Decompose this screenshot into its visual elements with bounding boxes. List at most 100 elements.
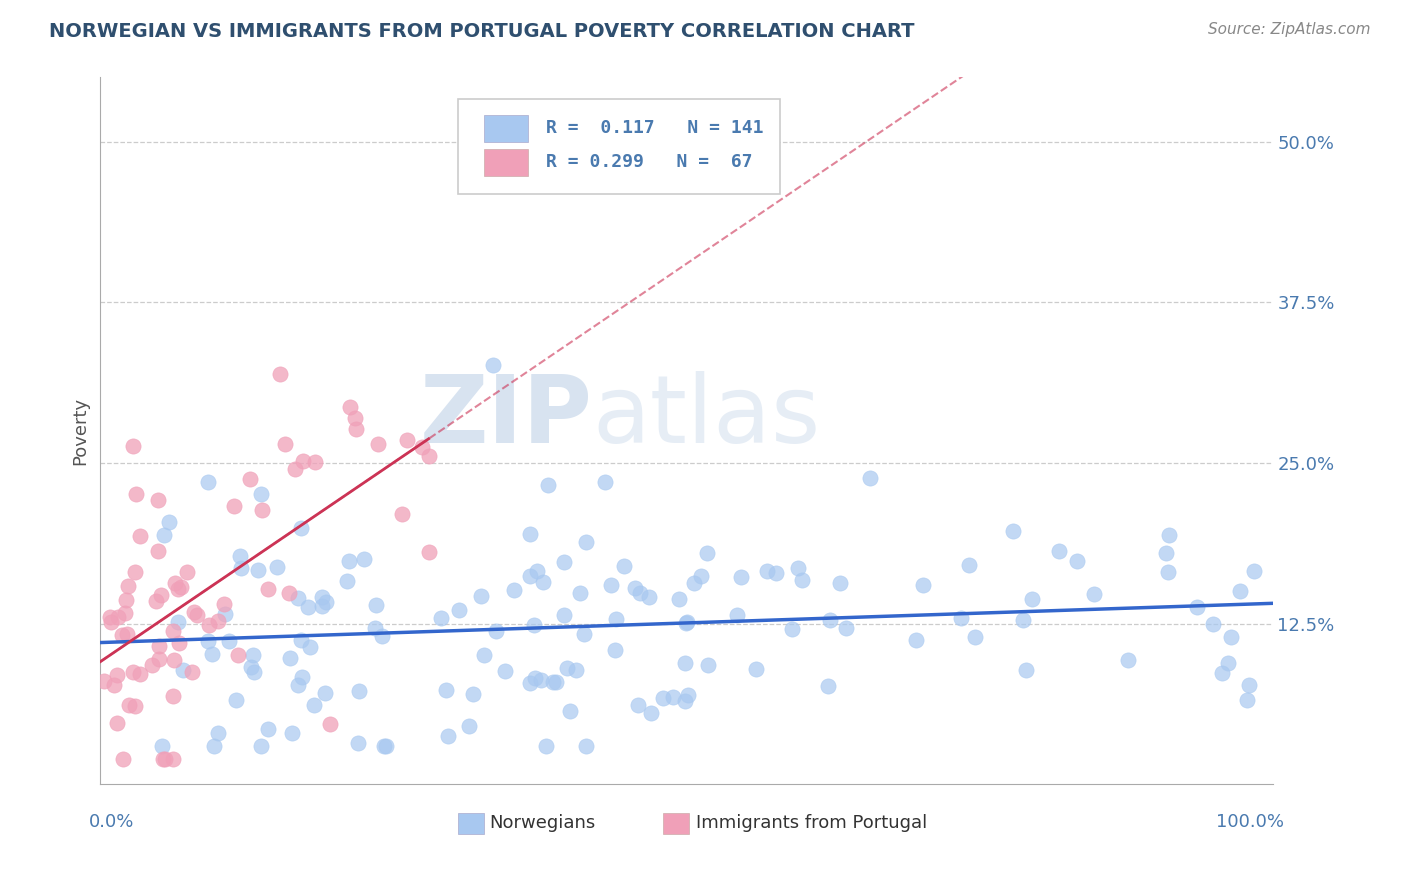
Point bbox=[697, 657, 720, 672]
Point bbox=[461, 687, 484, 701]
Point bbox=[105, 716, 128, 731]
Point bbox=[280, 651, 302, 665]
Point bbox=[605, 643, 627, 657]
Text: Source: ZipAtlas.com: Source: ZipAtlas.com bbox=[1208, 22, 1371, 37]
Point bbox=[239, 660, 262, 674]
Point bbox=[673, 694, 696, 708]
Point bbox=[859, 471, 882, 485]
Point bbox=[98, 610, 121, 624]
Point bbox=[112, 751, 135, 765]
Point bbox=[214, 597, 236, 611]
Point bbox=[1201, 617, 1223, 632]
Point bbox=[834, 621, 856, 635]
Point bbox=[162, 624, 184, 638]
Point bbox=[682, 576, 704, 591]
Point bbox=[311, 590, 333, 604]
Point bbox=[595, 475, 617, 490]
Point bbox=[202, 739, 225, 753]
Point bbox=[391, 507, 413, 521]
Point bbox=[114, 606, 136, 620]
Point bbox=[673, 656, 696, 670]
Text: atlas: atlas bbox=[593, 371, 821, 463]
Point bbox=[148, 652, 170, 666]
Point bbox=[675, 616, 697, 631]
Point bbox=[904, 632, 927, 647]
Point bbox=[366, 598, 388, 612]
Point bbox=[374, 739, 396, 753]
Point bbox=[277, 586, 299, 600]
Point bbox=[93, 674, 115, 689]
Point bbox=[183, 605, 205, 619]
Point bbox=[290, 632, 312, 647]
Point bbox=[755, 565, 778, 579]
Text: Immigrants from Portugal: Immigrants from Portugal bbox=[696, 814, 927, 832]
Point bbox=[418, 545, 440, 559]
Point bbox=[228, 549, 250, 563]
Point bbox=[201, 647, 224, 661]
Point bbox=[302, 698, 325, 713]
Point bbox=[129, 529, 152, 543]
Point bbox=[1243, 564, 1265, 578]
Point bbox=[167, 582, 190, 596]
Point bbox=[242, 648, 264, 663]
Point bbox=[519, 676, 541, 690]
Point bbox=[280, 725, 302, 739]
Text: 0.0%: 0.0% bbox=[89, 813, 134, 830]
Point bbox=[287, 591, 309, 606]
Point bbox=[124, 565, 146, 579]
Point bbox=[337, 554, 360, 568]
Point bbox=[434, 683, 457, 698]
Point bbox=[472, 648, 495, 663]
Text: R =  0.117   N = 141: R = 0.117 N = 141 bbox=[546, 120, 763, 137]
Point bbox=[531, 575, 554, 590]
Point bbox=[287, 678, 309, 692]
Point bbox=[555, 661, 578, 675]
Point bbox=[534, 739, 557, 753]
Point bbox=[1229, 584, 1251, 599]
Point bbox=[787, 561, 810, 575]
Point bbox=[153, 528, 176, 542]
Point bbox=[575, 739, 598, 753]
Point bbox=[494, 664, 516, 678]
Point bbox=[207, 614, 229, 628]
Point bbox=[605, 612, 627, 626]
Point bbox=[418, 450, 440, 464]
Point bbox=[162, 653, 184, 667]
Point bbox=[266, 560, 288, 574]
Point bbox=[792, 573, 814, 587]
Point bbox=[125, 487, 148, 501]
Point bbox=[231, 561, 253, 575]
Point bbox=[640, 706, 662, 721]
Point bbox=[1157, 565, 1180, 579]
Point bbox=[637, 590, 659, 604]
Point bbox=[115, 627, 138, 641]
Point bbox=[336, 574, 359, 588]
Point bbox=[371, 629, 394, 643]
Point bbox=[458, 719, 481, 733]
Point bbox=[105, 668, 128, 682]
Point bbox=[226, 648, 249, 662]
Point bbox=[363, 621, 385, 635]
Point bbox=[1002, 524, 1025, 538]
Point bbox=[519, 569, 541, 583]
Point bbox=[411, 440, 433, 454]
Point bbox=[553, 555, 575, 569]
Point bbox=[257, 722, 280, 736]
Point bbox=[1211, 665, 1233, 680]
Point bbox=[1159, 527, 1181, 541]
Point bbox=[153, 751, 176, 765]
Point bbox=[1216, 656, 1239, 670]
Point bbox=[150, 739, 173, 753]
Point bbox=[250, 739, 273, 753]
Point bbox=[250, 487, 273, 501]
Point bbox=[344, 422, 367, 436]
Point bbox=[269, 367, 291, 381]
Point bbox=[157, 516, 180, 530]
Point bbox=[197, 475, 219, 490]
Point bbox=[290, 521, 312, 535]
Point bbox=[162, 690, 184, 704]
Bar bbox=[664, 813, 689, 834]
Point bbox=[1156, 546, 1178, 560]
Point bbox=[1015, 663, 1038, 677]
Point bbox=[503, 582, 526, 597]
